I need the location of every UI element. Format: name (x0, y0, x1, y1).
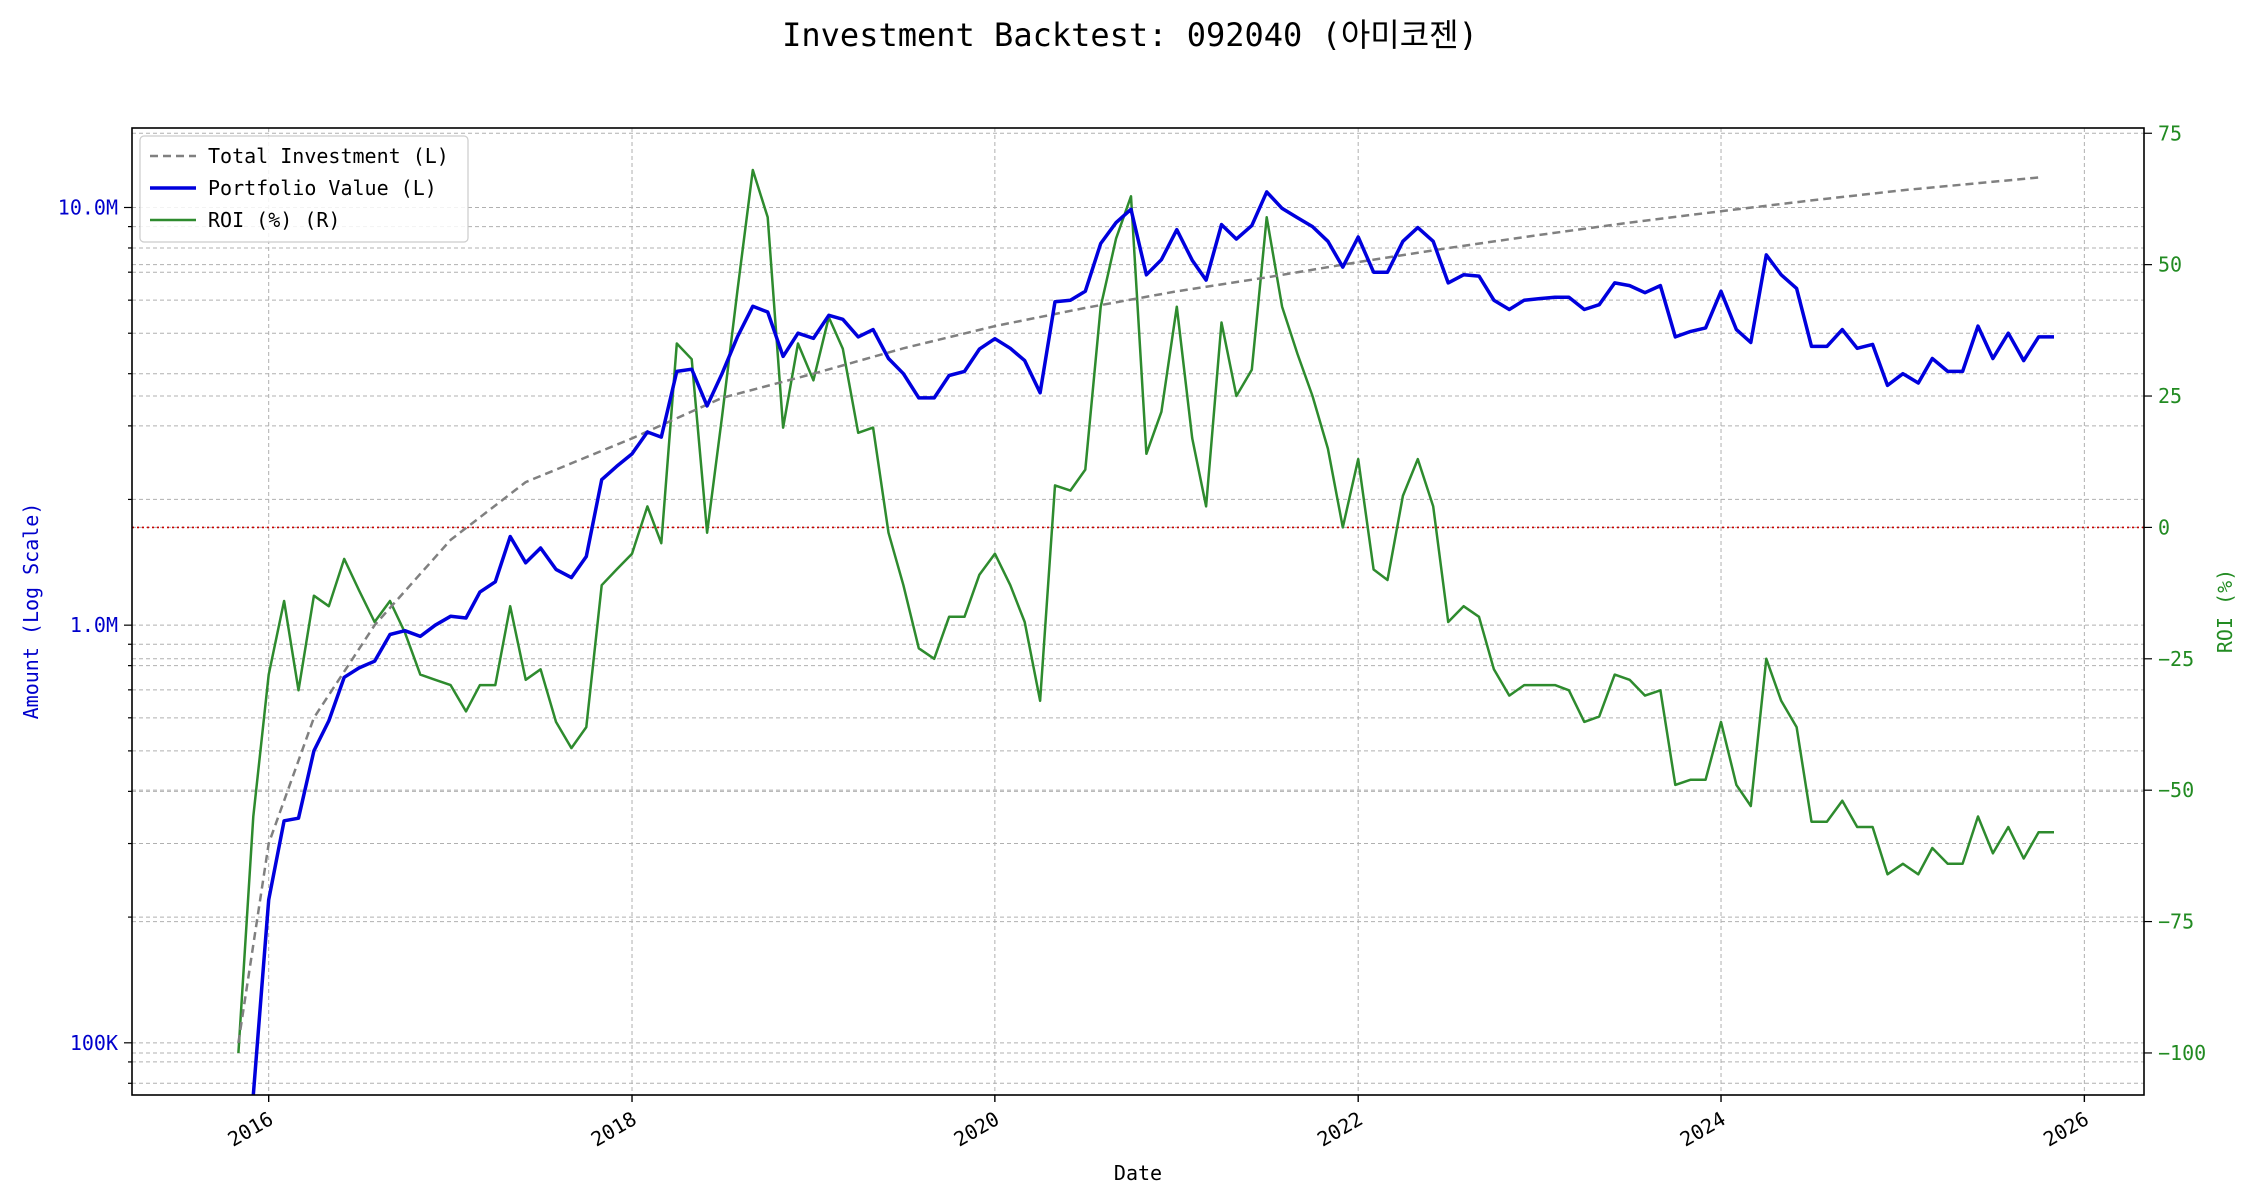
y-right-axis: −100 −75 −50 −25 0 25 50 75 (2144, 121, 2206, 1065)
legend-label-total-investment: Total Investment (L) (208, 144, 449, 168)
y-right-tick-label: 50 (2158, 253, 2182, 277)
legend-label-portfolio-value: Portfolio Value (L) (208, 176, 437, 200)
y-right-tick-label: 25 (2158, 384, 2182, 408)
y-right-tick-label: −25 (2158, 647, 2194, 671)
x-tick-label: 2026 (2039, 1107, 2093, 1152)
y-right-tick-label: −50 (2158, 778, 2194, 802)
series-layer (237, 168, 2054, 1095)
y-right-tick-label: −100 (2158, 1041, 2206, 1065)
legend-label-roi: ROI (%) (R) (208, 208, 340, 232)
plot-frame (131, 127, 2145, 1096)
total-investment-line (237, 176, 2039, 1043)
chart-title: Investment Backtest: 092040 (아미코젠) (782, 16, 1478, 54)
y-left-tick-label: 1.0M (70, 613, 118, 637)
y-right-tick-label: 0 (2158, 515, 2170, 539)
x-tick-label: 2020 (950, 1107, 1004, 1152)
grid-lines (132, 128, 2144, 1095)
y-left-axis: 100K 1.0M 10.0M (58, 195, 132, 1084)
portfolio-value-line (251, 190, 2054, 1095)
y-left-tick-label: 10.0M (58, 195, 118, 219)
x-tick-label: 2016 (223, 1107, 277, 1152)
legend: Total Investment (L) Portfolio Value (L)… (139, 135, 469, 243)
y-left-tick-label: 100K (70, 1031, 118, 1055)
x-tick-label: 2018 (587, 1107, 641, 1152)
legend-box (139, 135, 469, 243)
y-right-tick-label: −75 (2158, 910, 2194, 934)
y-right-tick-label: 75 (2158, 121, 2182, 145)
x-axis-label: Date (1114, 1161, 1162, 1185)
x-tick-label: 2024 (1676, 1107, 1730, 1152)
y-left-axis-label: Amount (Log Scale) (19, 503, 43, 720)
x-tick-label: 2022 (1313, 1107, 1367, 1152)
y-right-axis-label: ROI (%) (2213, 569, 2237, 653)
x-axis: 2016 2018 2020 2022 2024 2026 (223, 1095, 2093, 1152)
roi-line (237, 168, 2054, 1054)
